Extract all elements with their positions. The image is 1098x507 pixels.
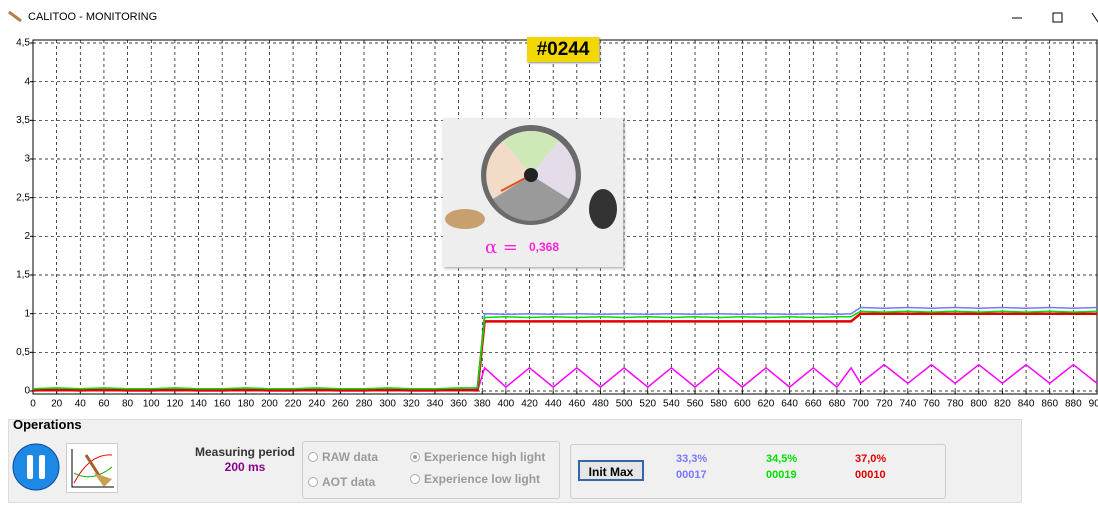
- init-max-button[interactable]: Init Max: [578, 460, 644, 481]
- radio-dot: [410, 452, 420, 462]
- alpha-value: 0,368: [529, 240, 560, 254]
- radio-low-light[interactable]: Experience low light: [410, 472, 540, 486]
- alpha-label: α =: [485, 237, 518, 258]
- app-icon: [8, 10, 22, 22]
- clear-button[interactable]: [66, 443, 118, 493]
- x-tick-label: 800: [970, 399, 987, 410]
- x-tick-label: 20: [51, 399, 63, 410]
- x-tick-label: 360: [450, 399, 467, 410]
- x-tick-label: 60: [98, 399, 110, 410]
- y-tick-label: 0,5: [16, 347, 30, 358]
- tag: #0244: [527, 37, 599, 62]
- y-tick-label: 2,5: [16, 192, 30, 203]
- y-tick-label: 4: [24, 76, 30, 87]
- series-line: [32, 363, 1098, 392]
- x-tick-label: 520: [639, 399, 656, 410]
- x-tick-label: 200: [261, 399, 278, 410]
- x-tick-label: 480: [592, 399, 609, 410]
- x-tick-label: 600: [734, 399, 751, 410]
- x-tick-label: 760: [923, 399, 940, 410]
- x-tick-label: 780: [947, 399, 964, 410]
- x-tick-label: 540: [663, 399, 680, 410]
- radio-raw[interactable]: RAW data: [308, 450, 378, 464]
- x-tick-label: 260: [332, 399, 349, 410]
- x-tick-label: 900: [1089, 399, 1098, 410]
- radio-label: AOT data: [322, 475, 376, 489]
- y-tick-label: 0: [24, 386, 30, 397]
- x-tick-label: 820: [994, 399, 1011, 410]
- x-tick-label: 400: [498, 399, 515, 410]
- measuring-period-label: Measuring period: [194, 445, 295, 459]
- x-tick-label: 380: [474, 399, 491, 410]
- radio-dot: [308, 452, 318, 462]
- x-tick-label: 620: [758, 399, 775, 410]
- pause-button[interactable]: [12, 443, 60, 491]
- x-tick-label: 680: [829, 399, 846, 410]
- x-tick-label: 0: [30, 399, 36, 410]
- mode-group: [302, 441, 560, 499]
- window-controls[interactable]: [1000, 8, 1098, 28]
- stats-group: [570, 444, 946, 499]
- y-tick-label: 3: [24, 154, 30, 165]
- x-tick-label: 500: [616, 399, 633, 410]
- radio-aot[interactable]: AOT data: [308, 475, 375, 489]
- chart: 0 0,5 1 1,5 2 2,5 3 3,5 4 4,5 0 20 40 60 80 100 120 140 16…: [16, 38, 1098, 410]
- x-tick-label: 660: [805, 399, 822, 410]
- stat-count: 00010: [855, 469, 886, 481]
- stat-percent: 34,5%: [766, 453, 798, 465]
- x-tick-label: 340: [427, 399, 444, 410]
- y-tick-label: 1: [24, 308, 30, 319]
- radio-label: Experience low light: [424, 472, 541, 486]
- x-tick-label: 840: [1018, 399, 1035, 410]
- series-line: [32, 310, 1098, 390]
- x-tick-label: 860: [1041, 399, 1058, 410]
- gauge-graphic: [445, 125, 617, 229]
- y-tick-label: 2: [24, 231, 30, 242]
- y-tick-label: 1,5: [16, 270, 30, 281]
- x-tick-label: 160: [214, 399, 231, 410]
- x-tick-label: 440: [545, 399, 562, 410]
- x-tick-label: 560: [687, 399, 704, 410]
- x-tick-label: 280: [356, 399, 373, 410]
- x-tick-label: 720: [876, 399, 893, 410]
- x-tick-label: 180: [237, 399, 254, 410]
- series-line: [33, 312, 1097, 392]
- operations-title: Operations: [13, 417, 82, 432]
- x-tick-label: 100: [143, 399, 160, 410]
- operations-box: [8, 419, 1022, 503]
- window-title: CALITOO - MONITORING: [28, 11, 158, 23]
- x-tick-label: 40: [75, 399, 87, 410]
- operations-panel: Operations Measuring period 200 ms RAW d…: [0, 417, 1098, 507]
- x-tick-label: 740: [900, 399, 917, 410]
- x-tick-label: 700: [852, 399, 869, 410]
- gauge-panel: α = 0,368: [443, 119, 623, 267]
- radio-label: Experience high light: [424, 450, 546, 464]
- x-tick-label: 460: [568, 399, 585, 410]
- x-tick-label: 220: [285, 399, 302, 410]
- stat-percent: 33,3%: [676, 453, 708, 465]
- radio-dot: [410, 474, 420, 484]
- title-bar: CALITOO - MONITORING: [0, 0, 1098, 32]
- x-tick-label: 120: [167, 399, 184, 410]
- x-tick-label: 420: [521, 399, 538, 410]
- y-tick-label: 3,5: [16, 115, 30, 126]
- radio-label: RAW data: [322, 450, 379, 464]
- x-tick-label: 300: [379, 399, 396, 410]
- radio-dot: [308, 477, 318, 487]
- x-tick-label: 80: [122, 399, 134, 410]
- stat-percent: 37,0%: [855, 453, 887, 465]
- x-tick-label: 140: [190, 399, 207, 410]
- y-tick-label: 4,5: [16, 38, 30, 49]
- x-tick-label: 580: [710, 399, 727, 410]
- stat-count: 00019: [766, 469, 797, 481]
- x-tick-label: 240: [308, 399, 325, 410]
- stat-count: 00017: [676, 469, 707, 481]
- x-tick-label: 880: [1065, 399, 1082, 410]
- x-tick-label: 320: [403, 399, 420, 410]
- x-tick-label: 640: [781, 399, 798, 410]
- radio-high-light[interactable]: Experience high light: [410, 450, 545, 464]
- measuring-period-value: 200 ms: [224, 460, 266, 474]
